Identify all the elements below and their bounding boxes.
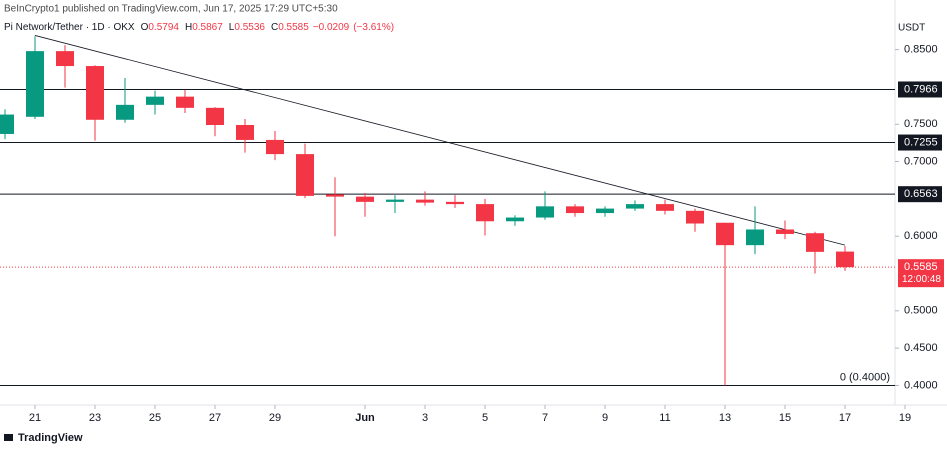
candle-body	[56, 51, 74, 67]
x-tick-label: 23	[89, 412, 101, 424]
candle-body	[236, 125, 254, 140]
countdown: 12:00:48	[902, 274, 941, 285]
level-label: 0.6563	[904, 188, 938, 200]
ohlc-letter: H	[185, 22, 192, 33]
level-tag	[898, 186, 942, 203]
ohlc-value: 0.5794	[148, 22, 179, 33]
candle-body	[26, 51, 44, 117]
candle-body	[0, 114, 14, 134]
x-tick-label: 27	[209, 412, 221, 424]
base-level-label: 0 (0.4000)	[840, 371, 890, 383]
ohlc-letter: O	[141, 22, 149, 33]
symbol: Pi Network/Tether · 1D · OKX	[4, 22, 135, 33]
candle-body	[176, 96, 194, 108]
level-label: 0.7255	[904, 136, 938, 148]
x-tick-label: 11	[659, 412, 670, 424]
y-tick-label: 0.6000	[904, 230, 938, 242]
x-tick-label: 21	[29, 412, 41, 424]
candle-body	[686, 210, 704, 224]
trendline	[34, 35, 846, 246]
candle-body	[746, 229, 764, 246]
candle-body	[566, 206, 584, 214]
candle-body	[86, 66, 104, 120]
candle-body	[806, 233, 824, 252]
currency: USDT	[898, 23, 925, 34]
change-pct: (−3.61%)	[353, 22, 394, 33]
logo-text: TradingView	[18, 432, 83, 444]
candle-body	[836, 251, 854, 268]
x-tick-label: 13	[719, 412, 731, 424]
change: −0.0209	[313, 22, 350, 33]
y-tick-label: 0.7000	[904, 155, 938, 167]
y-tick-label: 0.7500	[904, 118, 938, 130]
level-tag	[898, 81, 942, 98]
ohlc-value: 0.5867	[192, 22, 223, 33]
candle-body	[416, 199, 434, 203]
candle-body	[326, 194, 344, 197]
candle-body	[116, 104, 134, 120]
x-tick-label: 25	[149, 412, 161, 424]
candle-body	[626, 204, 644, 209]
y-tick-label: 0.4500	[904, 342, 938, 354]
ohlc-value: 0.5585	[278, 22, 309, 33]
candle-body	[206, 107, 224, 125]
candle-body	[476, 204, 494, 222]
ohlc-value: 0.5536	[234, 22, 265, 33]
x-tick-label: 9	[602, 412, 608, 424]
candle-body	[146, 96, 164, 105]
candle-body	[386, 199, 404, 202]
publisher: BeInCrypto1 published on TradingView.com…	[4, 4, 338, 15]
last-price-label: 0.5585	[904, 261, 938, 273]
x-tick-label: 15	[779, 412, 791, 424]
x-tick-label: 29	[269, 412, 281, 424]
x-tick-label: 7	[542, 412, 548, 424]
x-tick-label: 5	[482, 412, 488, 424]
candle-body	[506, 217, 524, 222]
candle-body	[266, 139, 284, 155]
x-tick-label: 19	[899, 412, 911, 424]
legend: Pi Network/Tether · 1D · OKX O0.5794 H0.58…	[4, 22, 394, 33]
candle-body	[656, 204, 674, 211]
candle-body	[356, 196, 374, 202]
candle-body	[536, 206, 554, 218]
level-tag	[898, 134, 942, 151]
x-tick-label: 17	[839, 412, 851, 424]
logo: TradingView	[4, 432, 83, 444]
ohlc-letter: L	[229, 22, 235, 33]
candle-body	[596, 208, 614, 214]
x-tick-label: 3	[422, 412, 428, 424]
last-price-tag	[898, 259, 944, 288]
y-tick-label: 0.4000	[904, 379, 938, 391]
ohlc-letter: C	[271, 22, 278, 33]
candle-body	[776, 229, 794, 234]
candle-body	[716, 222, 734, 246]
y-tick-label: 0.8500	[904, 44, 938, 56]
y-tick-label: 0.5000	[904, 305, 938, 317]
x-tick-label: Jun	[355, 412, 375, 424]
candle-body	[296, 154, 314, 196]
candle-body	[446, 201, 464, 205]
logo-icon	[4, 434, 13, 441]
level-label: 0.7966	[904, 83, 938, 95]
